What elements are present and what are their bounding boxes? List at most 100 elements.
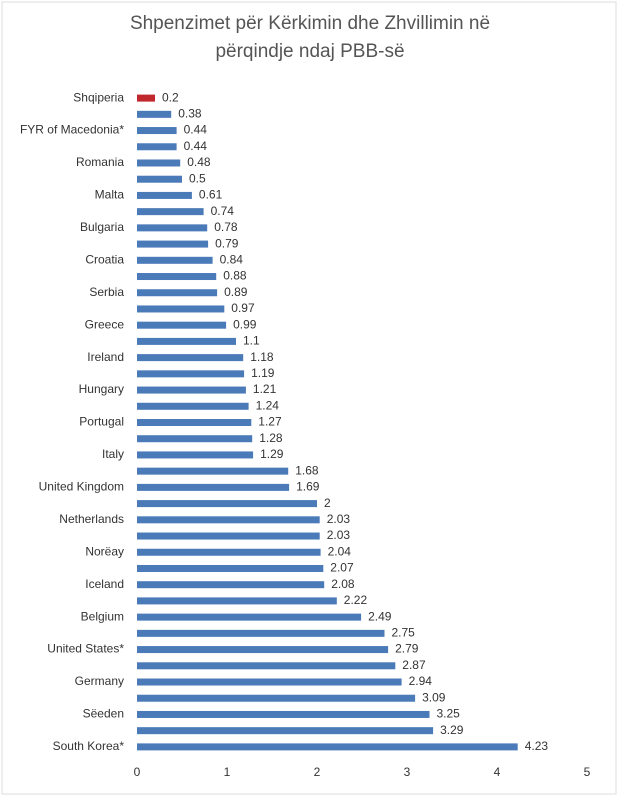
value-label: 1.21 — [253, 382, 277, 396]
value-label: 2.87 — [402, 658, 426, 672]
value-label: 2 — [324, 496, 331, 510]
bar — [137, 629, 385, 637]
value-label: 2.49 — [368, 609, 392, 623]
y-tick-label: Bulgaria — [80, 220, 124, 234]
bar — [137, 467, 289, 475]
y-tick-label: Netherlands — [59, 512, 124, 526]
bar — [137, 532, 320, 540]
x-tick-label: 0 — [134, 765, 141, 779]
x-tick-label: 1 — [224, 765, 231, 779]
bar — [137, 273, 217, 281]
value-label: 4.23 — [525, 739, 549, 753]
value-label: 2.94 — [409, 674, 433, 688]
value-label: 2.08 — [331, 577, 355, 591]
value-label: 0.44 — [184, 139, 208, 153]
bar — [137, 224, 208, 232]
y-tick-label: Shqiperia — [73, 90, 124, 104]
value-label: 3.09 — [422, 690, 446, 704]
y-tick-label: Iceland — [85, 577, 124, 591]
y-tick-label: Ireland — [87, 350, 124, 364]
bar — [137, 354, 244, 362]
value-label: 1.18 — [250, 350, 274, 364]
value-label: 0.2 — [162, 90, 179, 104]
bar — [137, 305, 225, 313]
y-tick-label: South Korea* — [53, 739, 125, 753]
value-label: 0.78 — [214, 220, 238, 234]
x-tick-label: 3 — [404, 765, 411, 779]
value-label: 0.79 — [215, 236, 239, 250]
y-tick-label: Serbia — [89, 285, 124, 299]
value-label: 0.99 — [233, 317, 257, 331]
value-label: 1.29 — [260, 447, 284, 461]
value-label: 2.22 — [344, 593, 368, 607]
bar — [137, 370, 245, 378]
value-label: 2.07 — [330, 561, 354, 575]
value-label: 3.25 — [437, 707, 461, 721]
bar — [137, 597, 337, 605]
bar — [137, 337, 236, 345]
value-label: 2.03 — [327, 512, 351, 526]
value-label: 1.69 — [296, 480, 320, 494]
bar — [137, 419, 252, 426]
bar — [137, 127, 177, 135]
y-tick-label: Italy — [102, 447, 124, 461]
value-label: 1.19 — [251, 366, 275, 380]
bar — [137, 694, 416, 702]
bar — [137, 289, 218, 297]
bar — [137, 110, 172, 118]
value-label: 0.48 — [187, 155, 211, 169]
bar — [137, 743, 518, 751]
bar — [137, 386, 246, 394]
value-label: 1.24 — [256, 398, 280, 412]
bar — [137, 483, 290, 491]
bar — [137, 451, 254, 459]
bar — [137, 402, 249, 410]
x-tick-label: 5 — [584, 765, 591, 779]
bar — [137, 581, 325, 589]
bar — [137, 321, 227, 329]
bar — [137, 678, 402, 686]
y-tick-label: Sëeden — [83, 707, 124, 721]
bar — [137, 191, 192, 199]
value-label: 2.03 — [327, 528, 351, 542]
y-tick-label: United Kingdom — [39, 480, 124, 494]
y-tick-label: Malta — [95, 188, 125, 202]
y-tick-label: Belgium — [81, 609, 124, 623]
value-label: 1.28 — [259, 431, 283, 445]
chart-title: përqindje ndaj PBB-së — [215, 41, 404, 62]
bar — [137, 516, 320, 524]
y-tick-label: Croatia — [85, 252, 124, 266]
value-label: 2.04 — [328, 544, 352, 558]
y-tick-label: Germany — [75, 674, 124, 688]
value-label: 1.1 — [243, 334, 260, 348]
value-label: 0.89 — [224, 285, 248, 299]
y-tick-label: Greece — [85, 317, 125, 331]
bar — [137, 143, 177, 151]
bar — [137, 159, 181, 167]
y-tick-label: FYR of Macedonia* — [20, 123, 124, 137]
bar — [137, 256, 213, 264]
bar — [137, 175, 182, 183]
y-tick-label: Hungary — [79, 382, 124, 396]
y-tick-label: Romania — [76, 155, 124, 169]
bar — [137, 94, 155, 102]
bar — [137, 548, 321, 556]
value-label: 0.5 — [189, 171, 206, 185]
bar — [137, 710, 430, 718]
y-tick-label: United States* — [47, 642, 124, 656]
value-label: 0.88 — [223, 269, 247, 283]
value-label: 2.75 — [392, 626, 416, 640]
bar — [137, 613, 362, 621]
value-label: 0.44 — [184, 123, 208, 137]
value-label: 0.84 — [220, 252, 244, 266]
y-tick-label: Portugal — [79, 415, 124, 429]
y-tick-label: Norëay — [85, 544, 124, 558]
value-label: 1.27 — [258, 415, 282, 429]
bar — [137, 662, 396, 670]
x-tick-label: 4 — [494, 765, 501, 779]
bar — [137, 500, 317, 508]
bar — [137, 208, 204, 216]
value-label: 0.97 — [231, 301, 255, 315]
